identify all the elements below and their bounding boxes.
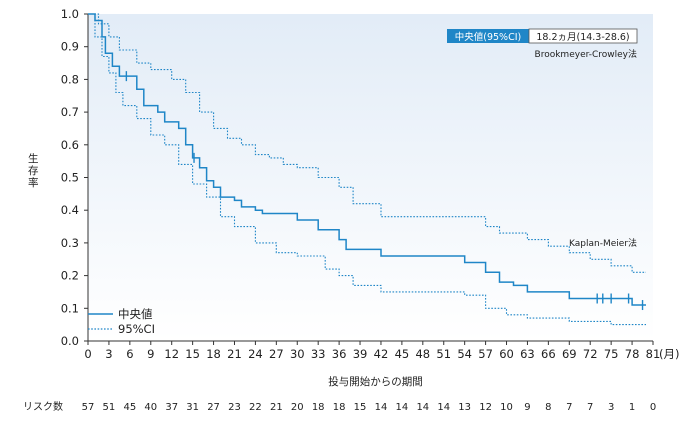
x-tick-label: 36 (332, 347, 347, 361)
risk-number: 15 (354, 402, 367, 413)
risk-number: 14 (437, 402, 450, 413)
x-tick-label: 15 (185, 347, 200, 361)
x-tick-label: 57 (478, 347, 493, 361)
ci-lower-line (88, 13, 646, 326)
x-tick-label: 78 (625, 347, 640, 361)
risk-number: 14 (396, 402, 409, 413)
y-tick-label: 0.1 (61, 301, 79, 315)
risk-number: 20 (291, 402, 304, 413)
y-tick-label: 0.2 (61, 269, 79, 283)
risk-number: 14 (416, 402, 429, 413)
x-tick-label: 12 (164, 347, 179, 361)
risk-number: 18 (312, 402, 325, 413)
x-tick-label: 60 (499, 347, 514, 361)
risk-number: 8 (545, 402, 551, 413)
legend-ci-label: 95%CI (118, 322, 155, 336)
x-tick-label: 69 (562, 347, 577, 361)
y-tick-label: 0.9 (61, 40, 79, 54)
risk-number: 31 (186, 402, 199, 413)
x-tick-label: 63 (520, 347, 535, 361)
median-box-value: 18.2ヵ月(14.3-28.6) (536, 32, 629, 43)
risk-number: 18 (333, 402, 346, 413)
y-tick-label: 0.7 (61, 105, 79, 119)
median-box: 中央値(95%CI) 18.2ヵ月(14.3-28.6) Brookmeyer-… (447, 28, 638, 60)
risk-number: 13 (458, 402, 471, 413)
x-tick-label: 6 (126, 347, 133, 361)
x-tick-label: 51 (436, 347, 451, 361)
median-survival-line (88, 13, 646, 306)
risk-number: 57 (82, 402, 95, 413)
legend-median-label: 中央値 (118, 307, 153, 321)
risk-number: 12 (479, 402, 492, 413)
plot-background (88, 14, 653, 341)
x-tick-label: 75 (604, 347, 619, 361)
median-box-value-bg (528, 28, 638, 44)
y-tick-label: 0.3 (61, 236, 79, 250)
risk-label: リスク数 (23, 400, 63, 413)
x-tick-label: 27 (269, 347, 284, 361)
y-tick-label: 0.6 (61, 138, 79, 152)
x-tick-label: 81 (646, 347, 661, 361)
x-tick-label: 48 (415, 347, 430, 361)
risk-number: 45 (123, 402, 136, 413)
censor-marks (125, 71, 644, 311)
y-axis-ticks: 0.0 0.1 0.2 0.3 0.4 0.5 0.6 0.7 0.8 0.9 1.0 (61, 7, 88, 348)
x-tick-label: 3 (105, 347, 112, 361)
risk-number: 0 (650, 402, 656, 413)
x-axis-unit: (月) (659, 347, 679, 361)
median-method-label: Brookmeyer-Crowley法 (535, 48, 637, 60)
x-tick-label: 9 (147, 347, 154, 361)
median-box-label: 中央値(95%CI) (455, 31, 521, 43)
ci-upper-line (88, 13, 646, 273)
risk-number: 3 (608, 402, 614, 413)
risk-number: 40 (144, 402, 157, 413)
x-tick-label: 72 (583, 347, 598, 361)
risk-number: 22 (249, 402, 262, 413)
risk-number: 21 (270, 402, 283, 413)
x-tick-label: 39 (353, 347, 368, 361)
y-tick-label: 0.4 (61, 203, 79, 217)
x-tick-label: 21 (227, 347, 242, 361)
risk-number: 9 (524, 402, 530, 413)
x-tick-label: 30 (290, 347, 305, 361)
risk-number: 23 (228, 402, 241, 413)
median-box-label-bg (447, 29, 529, 43)
y-tick-label: 0.5 (61, 171, 79, 185)
x-tick-label: 33 (311, 347, 326, 361)
y-axis-label: 生存率 (28, 152, 39, 189)
risk-number: 14 (375, 402, 388, 413)
x-tick-label: 0 (84, 347, 91, 361)
x-tick-label: 66 (541, 347, 556, 361)
x-axis-label: 投与開始からの期間 (328, 375, 423, 388)
km-method-label: Kaplan-Meier法 (569, 237, 637, 249)
y-tick-label: 0.0 (61, 334, 79, 348)
legend: 中央値 95%CI (88, 307, 155, 336)
series-layer (88, 13, 646, 326)
risk-number: 51 (103, 402, 116, 413)
x-tick-label: 54 (457, 347, 472, 361)
y-tick-label: 0.8 (61, 72, 79, 86)
risk-number: 1 (629, 402, 635, 413)
risk-number: 37 (165, 402, 178, 413)
risk-number: 27 (207, 402, 220, 413)
x-tick-label: 42 (374, 347, 389, 361)
x-tick-label: 18 (206, 347, 221, 361)
x-tick-label: 24 (248, 347, 263, 361)
risk-number: 7 (566, 402, 572, 413)
risk-number: 10 (500, 402, 513, 413)
risk-number: 7 (587, 402, 593, 413)
y-tick-label: 1.0 (61, 7, 79, 21)
risk-numbers: 57 51 45 40 37 31 27 23 22 21 20 18 18 15 14 14 14 14 13 12… (82, 402, 657, 413)
x-tick-label: 45 (395, 347, 410, 361)
x-axis-ticks: 0 3 6 9 12 15 18 21 24 27 30 33 36 39 42 45 48 51 54 57 60 63… (84, 341, 660, 361)
